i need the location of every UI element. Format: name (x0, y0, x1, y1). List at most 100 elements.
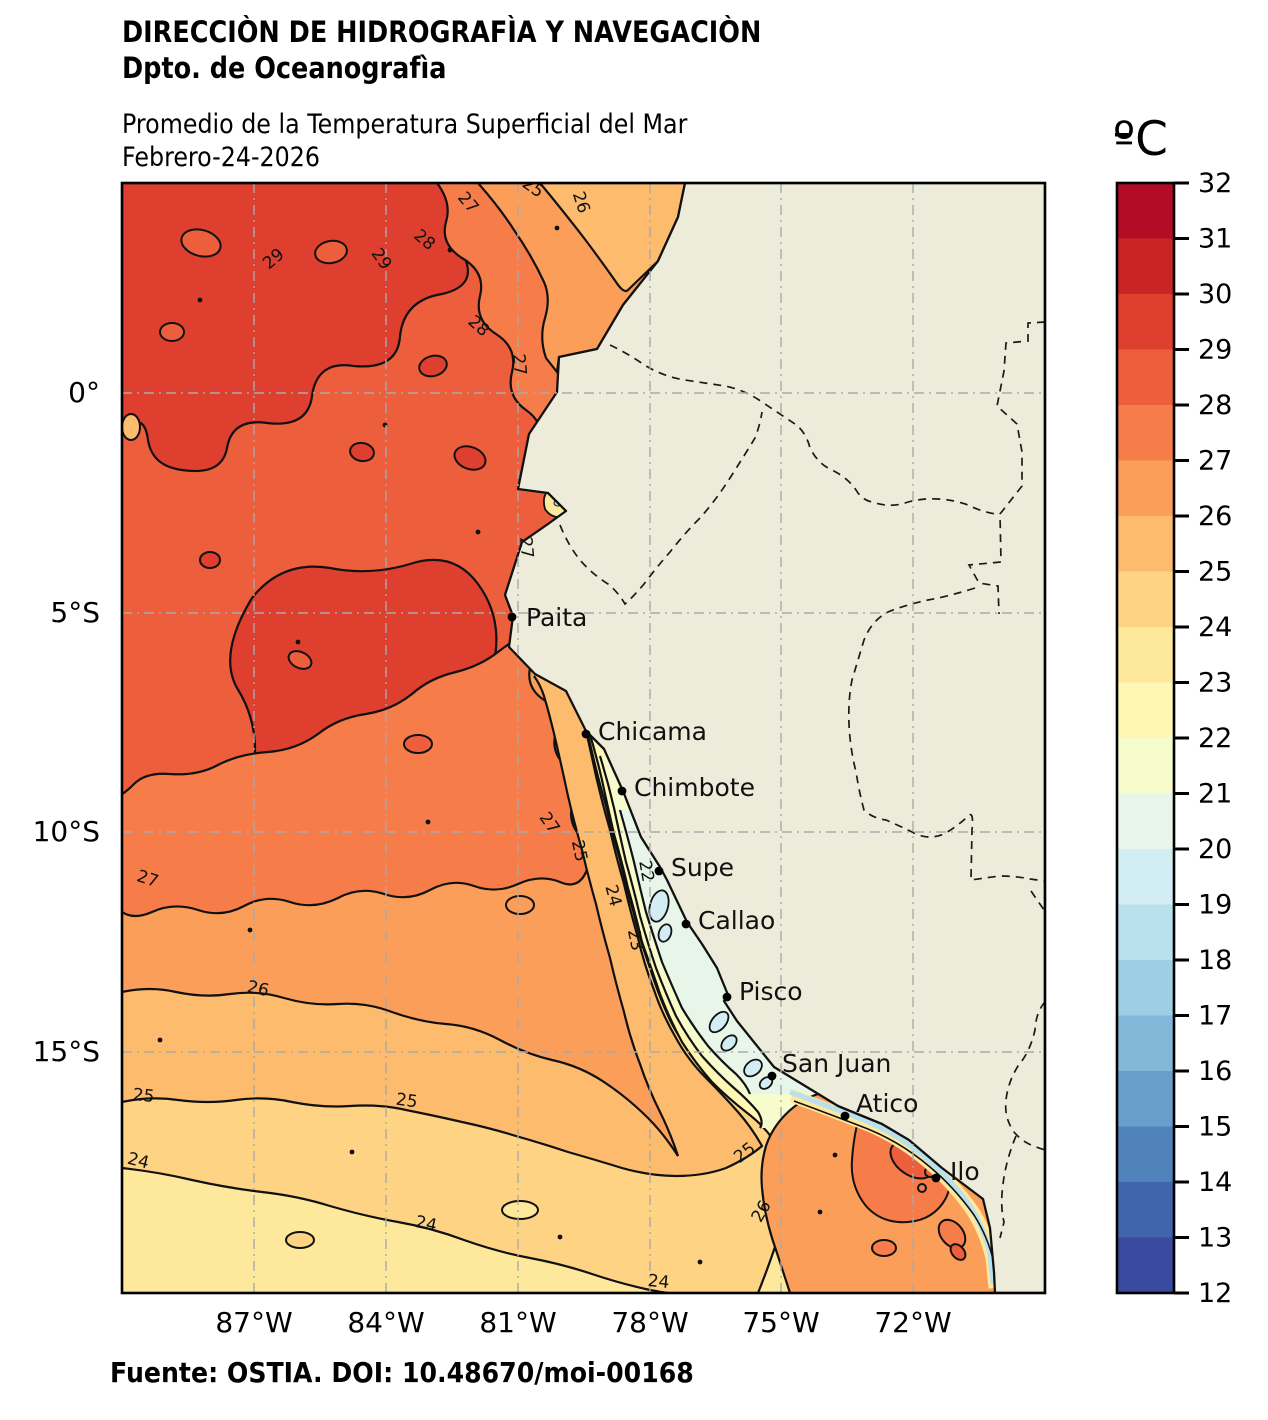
city-name: San Juan (782, 1049, 891, 1078)
contour-label: 24 (647, 1271, 671, 1293)
colorbar-tick-value: 23 (1198, 668, 1232, 699)
contour-label: 27 (508, 353, 530, 376)
colorbar-segment (1117, 294, 1174, 350)
colorbar-tick-value: 20 (1198, 834, 1232, 865)
colorbar-tick-value: 19 (1198, 890, 1232, 921)
header-block: DIRECCIÒN DE HIDROGRAFÌA Y NAVEGACIÒN Dp… (122, 14, 761, 174)
contour-line-22-coastal (598, 755, 763, 1129)
city-name: Supe (671, 853, 734, 882)
colorbar-tick-value: 29 (1198, 335, 1232, 366)
colorbar-tick-value: 27 (1198, 446, 1232, 477)
colorbar-segment (1117, 682, 1174, 738)
y-axis: 0° 5°S 10°S 15°S (33, 376, 100, 1068)
source-citation: Fuente: OSTIA. DOI: 10.48670/moi-00168 (110, 1356, 694, 1389)
colorbar-segment (1117, 238, 1174, 294)
colorbar-tick-value: 31 (1198, 224, 1232, 255)
colorbar-segment (1117, 1015, 1174, 1071)
colorbar-segment (1117, 1126, 1174, 1182)
colorbar-tick-value: 16 (1198, 1056, 1232, 1087)
contour-band-23-sw (122, 1168, 668, 1293)
city-name: Chimbote (634, 773, 755, 802)
x-axis: 87°W 84°W 81°W 78°W 75°W 72°W (215, 1306, 951, 1339)
land-polygon (503, 183, 1045, 1293)
colorbar-tick-value: 28 (1198, 390, 1232, 421)
city-dot (767, 1071, 777, 1081)
city-dot (681, 919, 691, 929)
colorbar: ºC (1113, 112, 1232, 1309)
x-tick: 84°W (347, 1306, 424, 1339)
city-paita: Paita (507, 603, 587, 632)
city-markers: Paita Chicama Chimbote Supe Callao (507, 603, 980, 1186)
contour-label: 24 (413, 1212, 438, 1236)
city-pisco: Pisco (722, 977, 803, 1006)
contour-label: 25 (132, 1085, 156, 1107)
city-chicama: Chicama (581, 717, 707, 746)
colorbar-segments (1117, 183, 1174, 1293)
colorbar-segment (1117, 904, 1174, 960)
city-chimbote: Chimbote (617, 773, 755, 802)
city-name: Paita (526, 603, 587, 632)
colorbar-segment (1117, 516, 1174, 572)
ordinal-underline (1115, 133, 1131, 137)
map-frame (120, 181, 1047, 1295)
city-dot (654, 866, 664, 876)
colorbar-units-label: ºC (1113, 112, 1168, 167)
city-ilo: Ilo (931, 1157, 980, 1186)
city-dot (617, 786, 627, 796)
colorbar-segment (1117, 960, 1174, 1016)
org-title-line1: DIRECCIÒN DE HIDROGRAFÌA Y NAVEGACIÒN (122, 15, 762, 49)
map-canvas: 29 29 28 27 25 26 28 27 27 27 26 25 25 2… (122, 183, 1045, 1293)
contour-label: 23 (623, 927, 647, 952)
city-atico: Atico (840, 1089, 918, 1121)
contour-label: 25 (567, 838, 591, 863)
city-dot (931, 1173, 941, 1183)
colorbar-tick-value: 12 (1198, 1278, 1232, 1309)
colorbar-segment (1117, 1182, 1174, 1238)
x-tick: 72°W (874, 1306, 951, 1339)
colorbar-tick-value: 30 (1198, 279, 1232, 310)
contour-label: 25 (395, 1090, 419, 1113)
y-tick: 15°S (33, 1035, 100, 1068)
city-dot (722, 992, 732, 1002)
contour-line-24-sw (122, 1166, 669, 1293)
city-name: Callao (698, 906, 775, 935)
city-name: Atico (856, 1089, 918, 1118)
y-tick: 10°S (33, 815, 100, 848)
city-callao: Callao (681, 906, 775, 935)
colorbar-tick-value: 15 (1198, 1112, 1232, 1143)
colorbar-segment (1117, 571, 1174, 627)
colorbar-segment (1117, 849, 1174, 905)
colorbar-tick-value: 17 (1198, 1001, 1232, 1032)
colorbar-ticks (1174, 181, 1189, 1295)
chart-title: Promedio de la Temperatura Superficial d… (122, 109, 688, 140)
x-tick: 81°W (479, 1306, 556, 1339)
city-dot (507, 612, 517, 622)
contour-band-25-north (538, 183, 687, 293)
city-dot (581, 729, 591, 739)
colorbar-tick-value: 26 (1198, 501, 1232, 532)
y-tick: 0° (68, 376, 100, 409)
country-borders (559, 321, 1045, 1239)
colorbar-segment (1117, 793, 1174, 849)
colorbar-segment (1117, 460, 1174, 516)
city-san-juan: San Juan (767, 1049, 891, 1081)
colorbar-segment (1117, 627, 1174, 683)
city-supe: Supe (654, 853, 734, 882)
colorbar-segment (1117, 1237, 1174, 1293)
city-dot (840, 1111, 850, 1121)
colorbar-segment (1117, 349, 1174, 405)
colorbar-tick-value: 22 (1198, 723, 1232, 754)
small-contour-blobs (122, 228, 539, 1249)
colorbar-tick-labels: 12 13 14 15 16 17 18 19 20 21 22 23 24 2… (1198, 168, 1232, 1309)
contour-line-26 (122, 675, 680, 1157)
y-tick: 5°S (50, 596, 100, 629)
org-title-line2: Dpto. de Oceanografìa (122, 51, 447, 85)
chart-date: Febrero-24-2026 (122, 142, 321, 173)
map-gridlines (122, 183, 1045, 1293)
x-tick: 78°W (611, 1306, 688, 1339)
contour-line-21-coastal (618, 809, 752, 1095)
colorbar-tick-value: 18 (1198, 945, 1232, 976)
contour-label: 27 (515, 536, 537, 559)
